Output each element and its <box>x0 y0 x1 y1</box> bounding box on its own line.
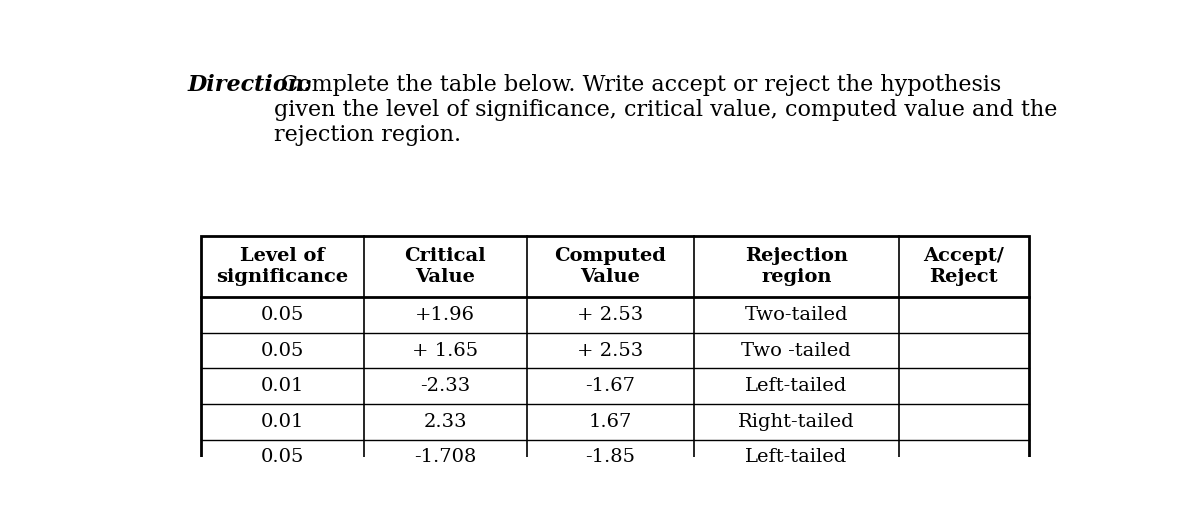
Text: + 2.53: + 2.53 <box>577 342 643 360</box>
Text: 0.05: 0.05 <box>260 342 305 360</box>
Text: + 2.53: + 2.53 <box>577 306 643 324</box>
Text: Rejection
region: Rejection region <box>745 247 848 286</box>
Text: Left-tailed: Left-tailed <box>745 448 847 467</box>
Text: Critical
Value: Critical Value <box>404 247 486 286</box>
Text: Complete the table below. Write accept or reject the hypothesis
given the level : Complete the table below. Write accept o… <box>274 74 1057 146</box>
Text: Right-tailed: Right-tailed <box>738 413 854 431</box>
Text: -2.33: -2.33 <box>420 377 470 395</box>
Text: Two -tailed: Two -tailed <box>742 342 851 360</box>
Text: Computed
Value: Computed Value <box>554 247 666 286</box>
Text: 0.05: 0.05 <box>260 306 305 324</box>
Text: -1.708: -1.708 <box>414 448 476 467</box>
Text: 0.01: 0.01 <box>260 377 305 395</box>
Text: Direction:: Direction: <box>187 74 312 96</box>
Text: Left-tailed: Left-tailed <box>745 377 847 395</box>
Text: 0.05: 0.05 <box>260 448 305 467</box>
Text: Level of
significance: Level of significance <box>216 247 348 286</box>
Text: Accept/
Reject: Accept/ Reject <box>923 247 1004 286</box>
Text: Two-tailed: Two-tailed <box>744 306 848 324</box>
Text: 0.01: 0.01 <box>260 413 305 431</box>
Text: + 1.65: + 1.65 <box>413 342 479 360</box>
Text: +1.96: +1.96 <box>415 306 475 324</box>
Text: 2.33: 2.33 <box>424 413 467 431</box>
Text: -1.85: -1.85 <box>586 448 635 467</box>
Text: -1.67: -1.67 <box>586 377 635 395</box>
Text: 1.67: 1.67 <box>589 413 632 431</box>
Bar <box>202 236 1028 475</box>
